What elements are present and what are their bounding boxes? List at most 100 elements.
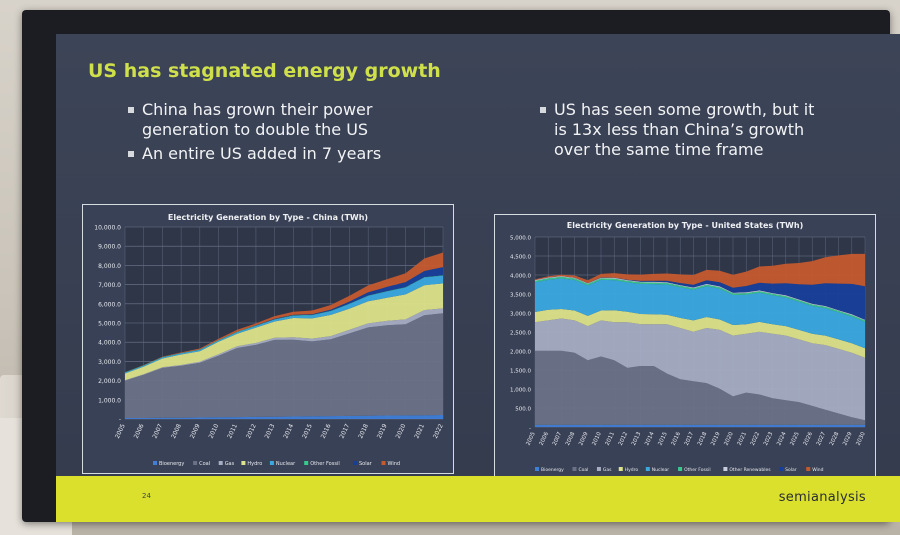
legend-label: Other Renewables: [729, 467, 771, 473]
x-tick-label: 2022: [750, 431, 761, 446]
legend-swatch: [572, 467, 577, 471]
bullet-item: China has grown their power generation t…: [128, 100, 428, 140]
y-tick-label: 4,500.0: [510, 255, 531, 261]
china-chart-title: Electricity Generation by Type - China (…: [167, 213, 369, 222]
legend-label: Solar: [785, 467, 797, 473]
legend-swatch: [678, 467, 683, 471]
x-tick-label: 2017: [338, 423, 351, 440]
x-tick-label: 2025: [789, 431, 801, 447]
x-tick-label: 2013: [264, 423, 277, 440]
area-gas: [125, 308, 443, 381]
x-tick-label: 2019: [376, 423, 389, 440]
area-hydro: [125, 283, 443, 381]
legend-label: Hydro: [247, 461, 262, 467]
legend-swatch: [779, 467, 784, 471]
china-chart: - 1,000.0 2,000.0 3,000.0 4,000.0 5,000.0 6,00…: [94, 225, 445, 468]
x-tick-label: 2012: [618, 431, 629, 446]
display-monitor: US has stagnated energy growth China has…: [22, 10, 900, 522]
y-tick-label: 1,000.0: [510, 388, 531, 394]
x-tick-label: 2009: [578, 431, 590, 447]
x-tick-label: 2007: [151, 423, 164, 440]
area-wind: [535, 253, 865, 288]
y-tick-label: 3,500.0: [510, 293, 531, 299]
legend-label: Wind: [388, 461, 401, 467]
legend-swatch: [304, 461, 309, 465]
x-tick-label: 2011: [605, 431, 616, 446]
legend-label: Coal: [578, 467, 588, 473]
legend-swatch: [381, 461, 386, 465]
area-hydro: [535, 309, 865, 358]
x-tick-label: 2014: [282, 423, 295, 440]
area-solar: [535, 276, 865, 320]
brand-logo: semianalysis: [778, 490, 866, 505]
x-tick-label: 2022: [432, 423, 445, 440]
legend-swatch: [806, 467, 811, 471]
y-tick-label: 4,000.0: [98, 340, 121, 347]
x-tick-label: 2019: [710, 431, 722, 447]
slide-footer-bar: [56, 476, 900, 522]
area-gas: [535, 318, 865, 421]
x-tick-label: 2013: [631, 431, 643, 447]
us-chart: - 500.0 1,000.0 1,500.0 2,000.0 2,500.0 3,000.…: [510, 236, 867, 474]
legend-label: Gas: [225, 461, 235, 467]
legend-swatch: [193, 461, 198, 465]
legend-label: Hydro: [625, 467, 639, 473]
legend-label: Bioenergy: [159, 461, 184, 467]
area-coal: [535, 350, 865, 425]
legend-swatch: [153, 461, 157, 465]
area-bioenergy: [535, 424, 865, 427]
us-chart-panel: Electricity Generation by Type - United …: [494, 214, 876, 478]
y-tick-label: -: [529, 426, 531, 432]
y-tick-label: 3,000.0: [510, 312, 531, 318]
x-tick-label: 2012: [245, 423, 258, 440]
y-tick-label: 5,000.0: [98, 321, 121, 328]
y-tick-label: 6,000.0: [98, 301, 121, 308]
china-chart-panel: Electricity Generation by Type - China (…: [82, 204, 454, 474]
y-tick-label: 2,000.0: [510, 350, 531, 356]
x-tick-label: 2015: [657, 431, 669, 447]
area-nuclear: [125, 275, 443, 374]
bullet-item: US has seen some growth, but it is 13x l…: [540, 100, 830, 160]
y-tick-label: 3,000.0: [98, 359, 121, 366]
legend-swatch: [723, 467, 728, 471]
x-tick-label: 2024: [776, 431, 788, 447]
legend-label: Gas: [603, 467, 612, 473]
x-tick-label: 2029: [842, 431, 854, 447]
legend-label: Nuclear: [276, 461, 296, 467]
page-number: 24: [142, 492, 151, 500]
x-tick-label: 2005: [114, 423, 127, 440]
right-bullet-list: US has seen some growth, but it is 13x l…: [540, 100, 830, 164]
x-tick-label: 2016: [320, 423, 333, 440]
slide: US has stagnated energy growth China has…: [56, 34, 900, 522]
x-tick-label: 2020: [723, 431, 735, 447]
x-tick-label: 2016: [671, 431, 683, 447]
x-tick-label: 2021: [413, 423, 426, 440]
x-tick-label: 2007: [552, 431, 564, 447]
legend-label: Bioenergy: [541, 467, 564, 473]
legend-label: Coal: [199, 461, 210, 467]
x-tick-label: 2008: [170, 423, 183, 440]
area-nuclear: [535, 278, 865, 349]
x-tick-label: 2017: [684, 431, 696, 447]
x-tick-label: 2020: [395, 423, 408, 440]
x-tick-label: 2023: [763, 431, 775, 447]
x-tick-label: 2018: [697, 431, 709, 447]
slide-title: US has stagnated energy growth: [88, 60, 441, 82]
x-tick-label: 2028: [829, 431, 841, 447]
legend-label: Other Fossil: [310, 461, 340, 467]
legend-label: Solar: [359, 461, 373, 467]
left-bullet-list: China has grown their power generation t…: [128, 100, 428, 168]
y-tick-label: 2,000.0: [98, 378, 121, 385]
area-bioenergy: [125, 415, 443, 419]
us-chart-title: Electricity Generation by Type - United …: [566, 221, 804, 230]
y-tick-label: -: [119, 417, 121, 424]
legend-swatch: [535, 467, 539, 471]
y-tick-label: 5,000.0: [510, 236, 531, 242]
y-tick-label: 10,000.0: [94, 225, 121, 232]
y-tick-label: 4,000.0: [510, 274, 531, 280]
x-tick-label: 2010: [208, 423, 221, 440]
y-tick-label: 7,000.0: [98, 282, 121, 289]
y-tick-label: 1,000.0: [98, 397, 121, 404]
x-tick-label: 2015: [301, 423, 314, 440]
x-tick-label: 2010: [591, 431, 603, 447]
